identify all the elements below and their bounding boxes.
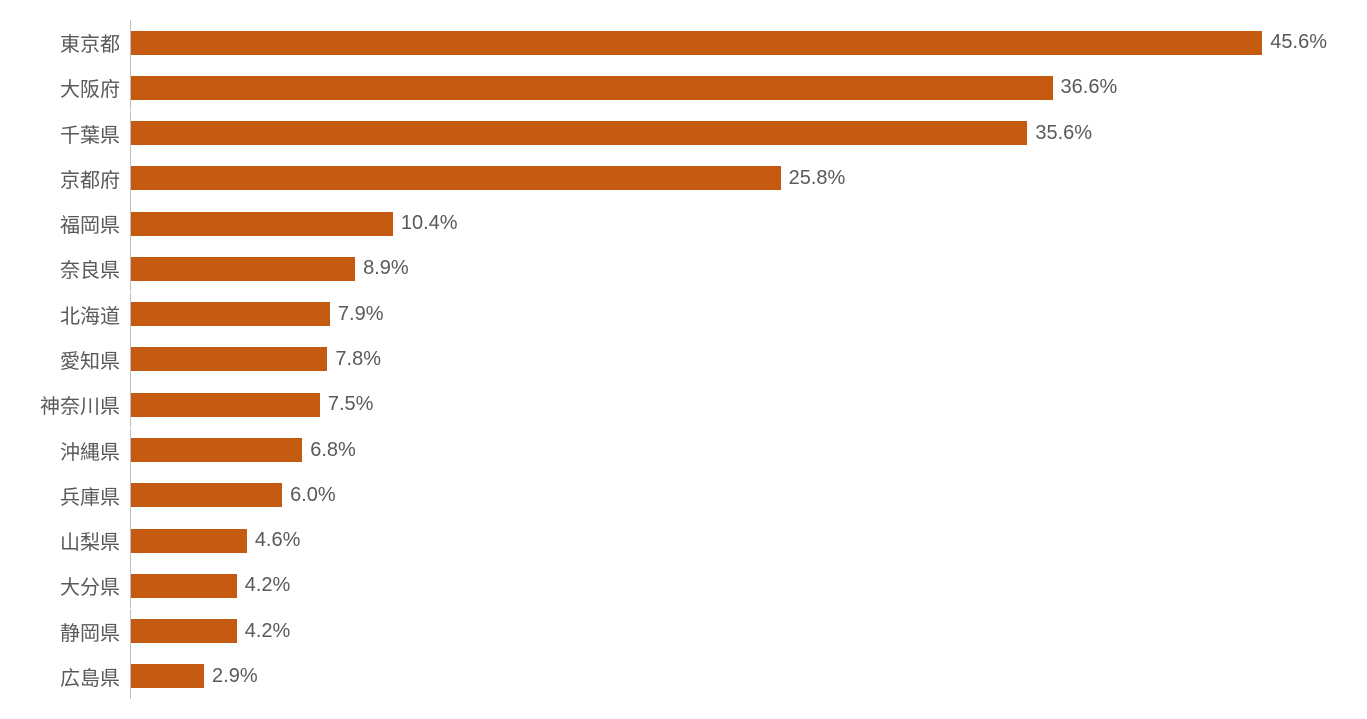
value-label: 6.0% (290, 484, 336, 507)
value-label: 36.6% (1061, 76, 1118, 99)
chart-row: 大分県 4.2% (10, 563, 1327, 608)
bar-area: 36.6% (130, 65, 1327, 110)
bar (131, 257, 355, 281)
chart-row: 兵庫県 6.0% (10, 473, 1327, 518)
chart-row: 北海道 7.9% (10, 292, 1327, 337)
bar (131, 212, 393, 236)
category-label: 兵庫県 (10, 481, 130, 510)
value-label: 35.6% (1035, 122, 1092, 145)
value-label: 7.8% (335, 348, 381, 371)
chart-row: 山梨県 4.6% (10, 518, 1327, 563)
chart-row: 静岡県 4.2% (10, 609, 1327, 654)
chart-row: 千葉県 35.6% (10, 111, 1327, 156)
value-label: 7.5% (328, 393, 374, 416)
category-label: 福岡県 (10, 209, 130, 238)
chart-row: 広島県 2.9% (10, 654, 1327, 699)
bar-area: 6.8% (130, 428, 1327, 473)
bar-area: 4.2% (130, 609, 1327, 654)
bar-area: 7.5% (130, 382, 1327, 427)
bar (131, 76, 1053, 100)
category-label: 東京都 (10, 28, 130, 57)
category-label: 広島県 (10, 662, 130, 691)
category-label: 大分県 (10, 571, 130, 600)
chart-row: 奈良県 8.9% (10, 246, 1327, 291)
bar (131, 121, 1027, 145)
bar (131, 31, 1262, 55)
bar-chart: 東京都 45.6% 大阪府 36.6% 千葉県 35.6% 京都府 25.8% 福岡県 10.4%… (10, 20, 1327, 699)
value-label: 25.8% (789, 167, 846, 190)
category-label: 奈良県 (10, 254, 130, 283)
category-label: 山梨県 (10, 526, 130, 555)
bar (131, 529, 247, 553)
bar-area: 4.6% (130, 518, 1327, 563)
bar-area: 7.8% (130, 337, 1327, 382)
value-label: 7.9% (338, 303, 384, 326)
category-label: 愛知県 (10, 345, 130, 374)
bar-area: 6.0% (130, 473, 1327, 518)
chart-row: 京都府 25.8% (10, 156, 1327, 201)
category-label: 大阪府 (10, 73, 130, 102)
chart-row: 東京都 45.6% (10, 20, 1327, 65)
bar (131, 166, 781, 190)
value-label: 4.2% (245, 574, 291, 597)
bar-area: 25.8% (130, 156, 1327, 201)
category-label: 沖縄県 (10, 436, 130, 465)
bar-area: 2.9% (130, 654, 1327, 699)
value-label: 2.9% (212, 665, 258, 688)
bar (131, 393, 320, 417)
category-label: 京都府 (10, 164, 130, 193)
category-label: 神奈川県 (10, 390, 130, 419)
value-label: 10.4% (401, 212, 458, 235)
category-label: 北海道 (10, 300, 130, 329)
value-label: 4.2% (245, 620, 291, 643)
bar-area: 45.6% (130, 20, 1327, 65)
value-label: 8.9% (363, 257, 409, 280)
chart-row: 大阪府 36.6% (10, 65, 1327, 110)
bar (131, 347, 327, 371)
bar-area: 7.9% (130, 292, 1327, 337)
bar (131, 574, 237, 598)
bar (131, 302, 330, 326)
bar-area: 4.2% (130, 563, 1327, 608)
bar (131, 438, 302, 462)
category-label: 静岡県 (10, 617, 130, 646)
bar (131, 619, 237, 643)
bar-area: 8.9% (130, 246, 1327, 291)
value-label: 6.8% (310, 439, 356, 462)
chart-row: 愛知県 7.8% (10, 337, 1327, 382)
category-label: 千葉県 (10, 119, 130, 148)
value-label: 4.6% (255, 529, 301, 552)
chart-row: 福岡県 10.4% (10, 201, 1327, 246)
bar (131, 664, 204, 688)
bar-area: 35.6% (130, 111, 1327, 156)
chart-row: 神奈川県 7.5% (10, 382, 1327, 427)
bar (131, 483, 282, 507)
bar-area: 10.4% (130, 201, 1327, 246)
value-label: 45.6% (1270, 31, 1327, 54)
chart-row: 沖縄県 6.8% (10, 428, 1327, 473)
